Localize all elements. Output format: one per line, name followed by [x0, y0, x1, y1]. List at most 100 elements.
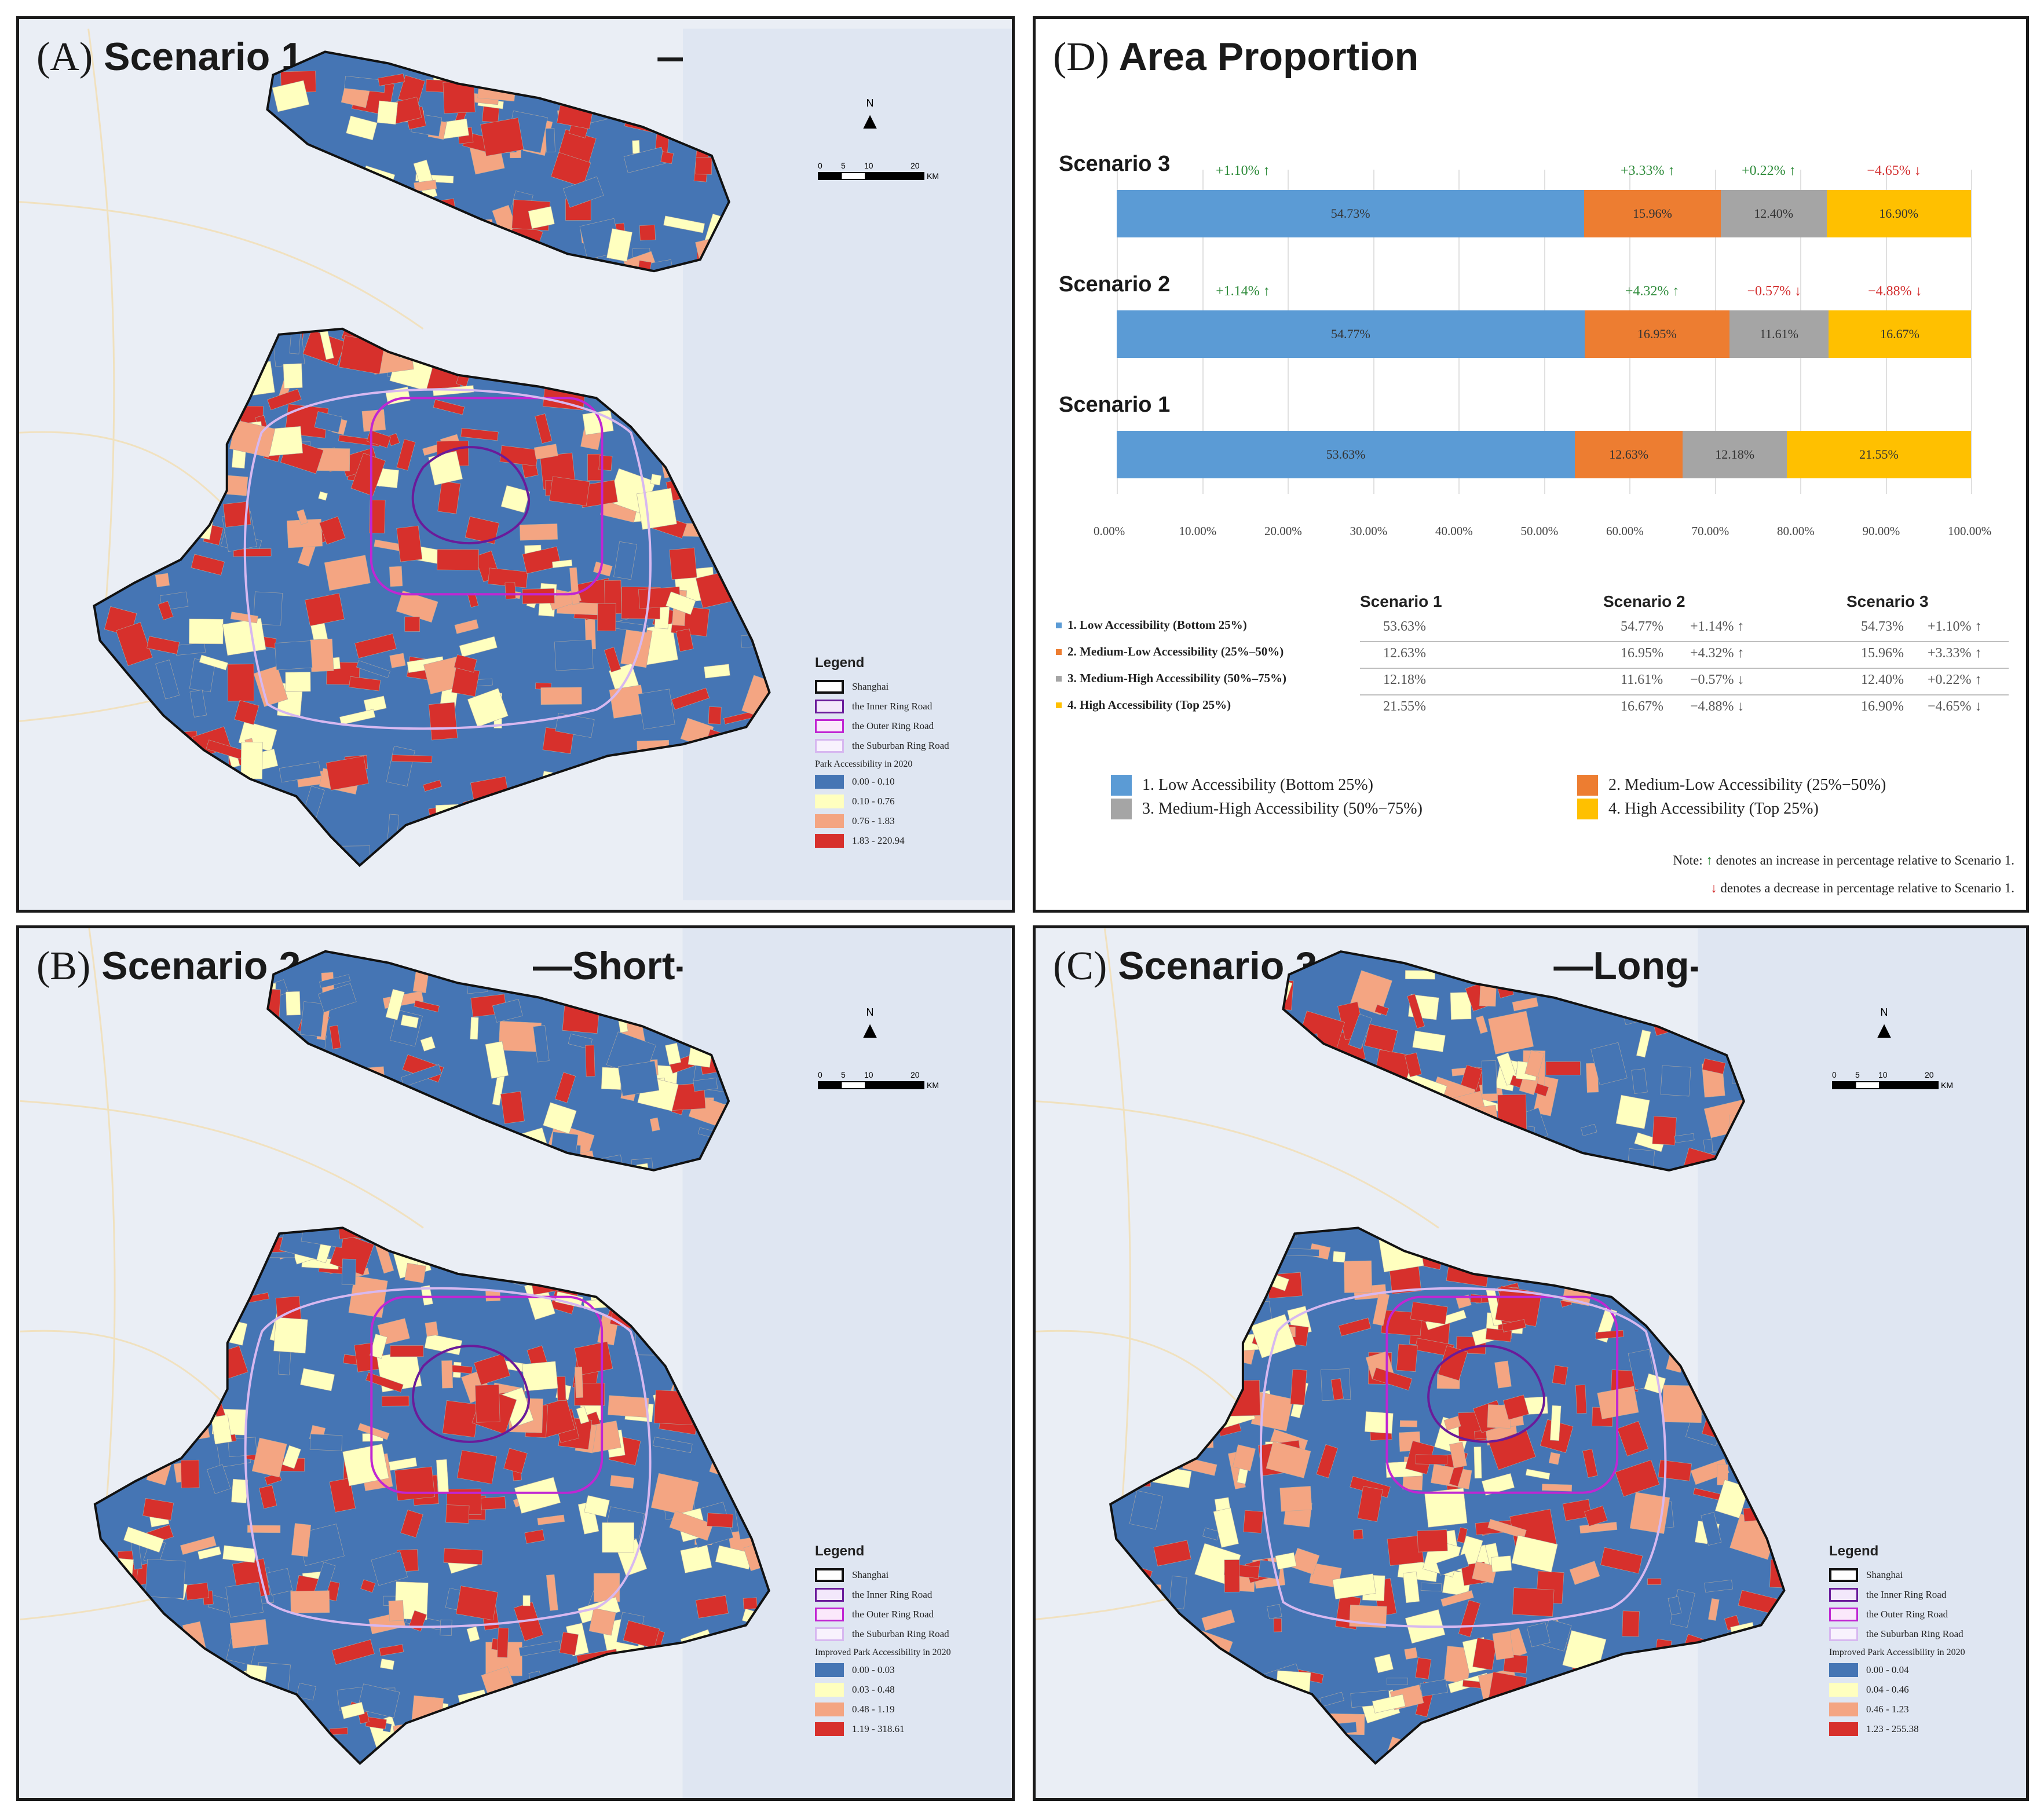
x-tick-label: 70.00% [1691, 524, 1729, 538]
legend-metric: Improved Park Accessibility in 2020 [815, 1647, 951, 1657]
table-header: Scenario 1 [1360, 592, 1442, 610]
scale-tick-label: 20 [1925, 1070, 1934, 1079]
legend-layer-label: the Outer Ring Road [852, 1609, 934, 1620]
table-row-swatch [1056, 675, 1062, 682]
legend-class-label: 0.46 - 1.23 [1866, 1704, 1909, 1715]
legend-class-label: 1.23 - 255.38 [1866, 1723, 1919, 1734]
legend-class-row: 0.46 - 1.23 [1829, 1700, 1965, 1719]
panel-a-title: (A) Scenario 1 [36, 34, 303, 80]
scale-bar: 0 5 10 20 KM [818, 1070, 939, 1090]
panel-c-title: (C) Scenario 3 [1053, 943, 1317, 990]
legend-layer-label: the Inner Ring Road [852, 701, 933, 712]
panel-c-scenario-3-map: (C) Scenario 3—Long-term ProjectionN▲051… [1033, 925, 2029, 1801]
panel-label: (D) [1053, 35, 1110, 79]
legend-class-label: 0.10 - 0.76 [852, 796, 895, 807]
legend-metric: Park Accessibility in 2020 [815, 759, 913, 769]
bar-value-label: 12.40% [1754, 206, 1794, 221]
table-row-text: 1. Low Accessibility (Bottom 25%) [1067, 618, 1247, 632]
x-tick-label: 40.00% [1435, 524, 1473, 538]
bar-value-label: 11.61% [1759, 327, 1798, 341]
panel-label: (A) [36, 35, 93, 79]
legend-layer-label: the Inner Ring Road [852, 1589, 933, 1600]
bar-segment: 15.96% [1584, 190, 1721, 237]
legend-swatch [815, 739, 844, 753]
table-cell: 12.63% [1383, 646, 1426, 661]
shanghai-boundary [93, 50, 771, 867]
scale-tick-label: 20 [911, 1070, 920, 1079]
scale-unit: KM [1941, 1081, 1953, 1090]
table-row-label: 3. Medium-High Accessibility (50%–75%) [1056, 671, 1286, 686]
scale-tick-label: 0 [1832, 1070, 1837, 1079]
change-label: −0.57% ↓ [1747, 284, 1802, 299]
map-legend: Legend Shanghai the Inner Ring Road the Out… [815, 1543, 951, 1739]
legend-class-label: 1.83 - 220.94 [852, 835, 905, 846]
change-label: +0.22% ↑ [1742, 163, 1796, 178]
map-legend: Legend Shanghai the Inner Ring Road the Out… [1829, 1543, 1965, 1739]
category-label: Scenario 3 [1059, 152, 1171, 176]
bar-segment: 12.63% [1575, 431, 1683, 478]
bar-value-label: 16.95% [1637, 327, 1677, 341]
bar-segment: 11.61% [1729, 310, 1829, 358]
legend-class-swatch [815, 1683, 844, 1697]
scale-tick-label: 0 [818, 1070, 822, 1079]
table-cell: −0.57% ↓ [1690, 672, 1745, 687]
table-row-label: 4. High Accessibility (Top 25%) [1056, 698, 1231, 712]
legend-class-swatch [1829, 1683, 1858, 1697]
panel-title-text: Area Proportion [1118, 35, 1419, 79]
scale-tick-label: 0 [818, 161, 822, 170]
legend-swatch [815, 700, 844, 713]
bar-segment: 53.63% [1117, 431, 1575, 478]
legend-class-row: 1.83 - 220.94 [815, 831, 949, 851]
legend-swatch [1829, 1588, 1858, 1602]
x-tick-label: 60.00% [1606, 524, 1644, 538]
north-label: N [1880, 1006, 1888, 1018]
legend-item-label: 2. Medium-Low Accessibility (25%−50%) [1608, 776, 1886, 794]
legend-item-label: 1. Low Accessibility (Bottom 25%) [1142, 776, 1373, 794]
scale-tick-label: 20 [911, 161, 920, 170]
north-arrow-icon: N ▲ [1873, 1006, 1896, 1043]
legend-swatch [1829, 1608, 1858, 1621]
legend-class-swatch [815, 1702, 844, 1716]
scale-tick-label: 5 [841, 161, 846, 170]
table-cell: +1.14% ↑ [1690, 619, 1745, 634]
legend-class-row: 0.48 - 1.19 [815, 1700, 951, 1719]
x-tick-label: 100.00% [1948, 524, 1992, 538]
table-cell: 16.95% [1621, 646, 1663, 661]
legend-layer-row: Shanghai [815, 677, 949, 697]
legend-class-row: 0.00 - 0.10 [815, 772, 949, 792]
legend-title: Legend [815, 655, 865, 671]
table-header: Scenario 3 [1846, 592, 1929, 610]
table-cell: 21.55% [1383, 699, 1426, 714]
legend-layer-label: the Outer Ring Road [1866, 1609, 1948, 1620]
legend-class-swatch [815, 834, 844, 848]
table-cell: 54.73% [1861, 619, 1904, 634]
table-row-divider [1360, 668, 2009, 669]
legend-class-row: 1.19 - 318.61 [815, 1719, 951, 1739]
table-row-text: 3. Medium-High Accessibility (50%–75%) [1067, 671, 1286, 685]
up-arrow-icon: ↑ [1706, 853, 1713, 867]
legend-item-label: 4. High Accessibility (Top 25%) [1608, 800, 1819, 818]
panel-d-title: (D) Area Proportion [1053, 34, 1418, 80]
legend-swatch [1111, 775, 1132, 796]
bar-segment: 16.67% [1829, 310, 1971, 358]
legend-item: 2. Medium-Low Accessibility (25%−50%) [1577, 775, 1886, 796]
bar-value-label: 12.63% [1609, 447, 1649, 462]
panel-label: (C) [1053, 944, 1107, 988]
legend-layer-label: Shanghai [852, 681, 889, 692]
legend-class-row: 1.23 - 255.38 [1829, 1719, 1965, 1739]
ring-roads [243, 388, 652, 730]
bar-value-label: 21.55% [1859, 447, 1899, 462]
legend-swatch [815, 1627, 844, 1641]
legend-class-label: 1.19 - 318.61 [852, 1723, 905, 1734]
down-arrow-icon: ↓ [1710, 881, 1717, 895]
table-row-label: 2. Medium-Low Accessibility (25%–50%) [1056, 645, 1284, 659]
legend-class-swatch [815, 794, 844, 808]
legend-title: Legend [1829, 1543, 1879, 1559]
scale-unit: KM [927, 1081, 939, 1090]
x-tick-label: 10.00% [1179, 524, 1217, 538]
legend-class-swatch [1829, 1663, 1858, 1677]
legend-layer-label: the Outer Ring Road [852, 720, 934, 731]
x-tick-label: 0.00% [1094, 524, 1125, 538]
legend-class-row: 0.10 - 0.76 [815, 792, 949, 811]
note-up-text: denotes an increase in percentage relati… [1716, 853, 2014, 867]
